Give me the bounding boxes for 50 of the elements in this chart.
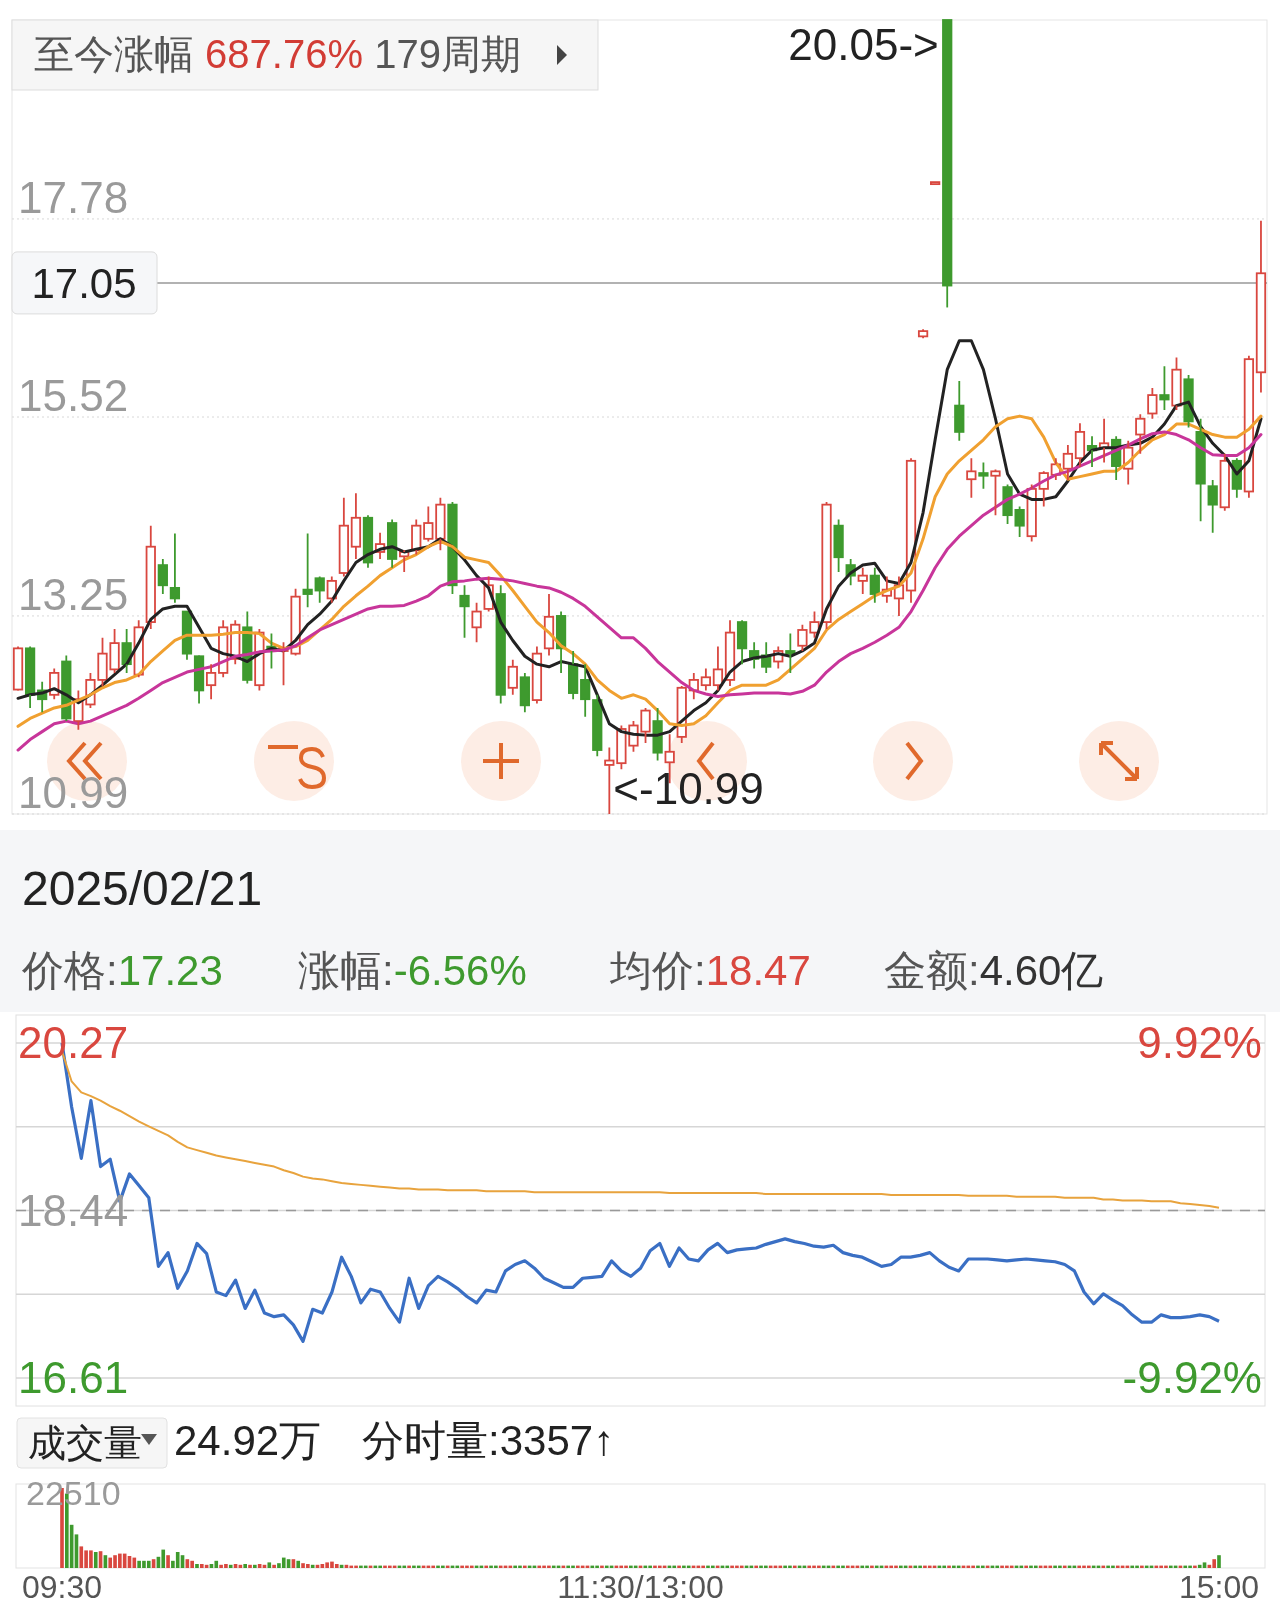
annotation: 22510 <box>26 1474 121 1512</box>
bar <box>108 1557 113 1568</box>
y-tick-label: 17.78 <box>18 172 129 222</box>
annotation: 20.05-> <box>788 20 939 69</box>
bar <box>1217 1555 1221 1568</box>
text: 分时量:3357↑ <box>362 1417 615 1464</box>
bar <box>161 1549 166 1568</box>
bar <box>146 1560 151 1568</box>
bar <box>228 1564 233 1568</box>
bar <box>79 1546 84 1568</box>
x-tick-label: 15:00 <box>1178 1569 1260 1605</box>
x-tick-label: 11:30/13:00 <box>557 1569 724 1605</box>
text: 涨幅:-6.56% <box>298 947 527 994</box>
y-tick-label: 15.52 <box>18 371 129 420</box>
y-tick-label: 16.61 <box>18 1353 129 1402</box>
y2-tick-label: -9.92% <box>1122 1353 1262 1402</box>
bar <box>93 1552 98 1568</box>
chart-title: 至今涨幅 687.76% 179周期 <box>34 32 521 76</box>
y-tick-label: 20.27 <box>18 1018 129 1067</box>
ref-line-label: 17.05 <box>31 259 137 307</box>
bar <box>175 1552 180 1568</box>
x-tick-label: 09:30 <box>21 1569 103 1605</box>
bar <box>199 1564 204 1568</box>
y-tick-label: 13.25 <box>18 569 129 619</box>
text: 金额:4.60亿 <box>884 947 1104 994</box>
bar <box>214 1560 219 1568</box>
bar <box>1202 1562 1207 1568</box>
y2-tick-label: 9.92% <box>1137 1018 1262 1067</box>
y-tick-label: 18.44 <box>18 1185 129 1235</box>
bar <box>166 1555 170 1568</box>
bar <box>253 1564 257 1568</box>
chart-title: 成交量 <box>28 1422 142 1464</box>
text: 均价:18.47 <box>609 947 811 994</box>
bar <box>195 1564 199 1568</box>
bar <box>132 1557 137 1568</box>
bar <box>281 1557 286 1568</box>
bar <box>296 1560 301 1568</box>
annotation: <-10.99 <box>613 764 764 813</box>
y-tick-label: 10.99 <box>18 768 129 817</box>
bar <box>190 1560 194 1568</box>
bar <box>248 1564 252 1568</box>
chart-title: 2025/02/21 <box>22 862 263 915</box>
bar <box>243 1564 248 1568</box>
bar <box>1197 1564 1202 1568</box>
bar <box>267 1562 272 1568</box>
bar <box>272 1564 276 1568</box>
bar <box>334 1564 339 1568</box>
bar <box>1212 1559 1216 1568</box>
text: 24.92万 <box>174 1417 322 1464</box>
text: 价格:17.23 <box>21 947 223 994</box>
